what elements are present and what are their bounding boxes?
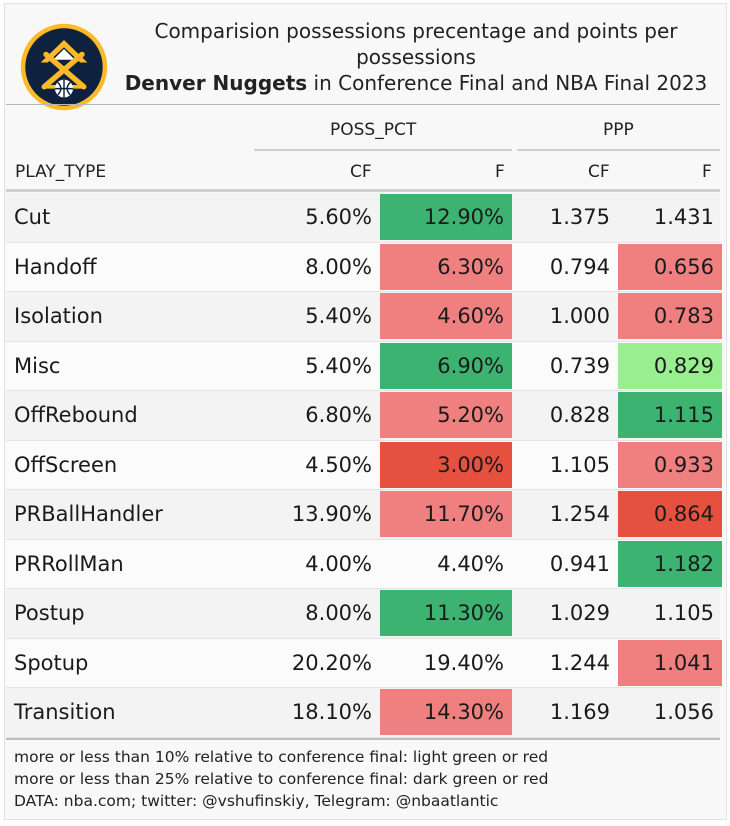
cell-ppp-f: 0.783 bbox=[618, 293, 722, 339]
denver-nuggets-logo-icon bbox=[20, 23, 108, 111]
table-row: Handoff 8.00% 6.30% 0.794 0.656 bbox=[6, 242, 722, 292]
col-header-ppp-cf: CF bbox=[588, 162, 610, 182]
cell-ppp-cf: 1.254 bbox=[549, 502, 610, 526]
cell-ppp-cf: 0.828 bbox=[549, 403, 610, 427]
table-row: Postup 8.00% 11.30% 1.029 1.105 bbox=[6, 589, 720, 639]
cell-ppp-f: 1.105 bbox=[653, 601, 714, 625]
cell-poss-f: 3.00% bbox=[380, 441, 512, 488]
cell-poss-f: 4.40% bbox=[437, 551, 504, 576]
cell-ppp-cf: 0.794 bbox=[549, 254, 610, 279]
cell-play-type: OffScreen bbox=[14, 452, 118, 477]
cell-poss-f: 19.40% bbox=[423, 650, 504, 675]
cell-poss-f: 6.90% bbox=[380, 342, 512, 389]
cell-play-type: Cut bbox=[14, 205, 51, 229]
cell-ppp-f: 1.115 bbox=[618, 392, 722, 438]
cell-poss-f: 11.70% bbox=[380, 491, 512, 537]
cell-ppp-f: 0.864 bbox=[618, 491, 722, 537]
title-line-2: Denver Nuggets in Conference Final and N… bbox=[109, 70, 723, 96]
cell-ppp-f: 1.041 bbox=[618, 639, 722, 686]
cell-ppp-f: 0.829 bbox=[618, 342, 722, 389]
cell-poss-cf: 18.10% bbox=[291, 700, 372, 724]
table-row: Cut 5.60% 12.90% 1.375 1.431 bbox=[6, 193, 720, 243]
cell-play-type: PRBallHandler bbox=[14, 502, 163, 526]
table-bottom-divider bbox=[6, 738, 720, 740]
title-line-1: Comparision possessions precentage and p… bbox=[154, 19, 678, 69]
header-divider bbox=[6, 189, 720, 192]
footnote-source: DATA: nba.com; twitter: @vshufinskiy, Te… bbox=[14, 792, 499, 810]
cell-poss-f: 6.30% bbox=[380, 243, 512, 290]
cell-poss-cf: 4.50% bbox=[305, 452, 372, 477]
cell-poss-f: 12.90% bbox=[380, 194, 512, 240]
table-row: Transition 18.10% 14.30% 1.169 1.056 bbox=[6, 688, 720, 738]
cell-play-type: OffRebound bbox=[14, 403, 138, 427]
cell-poss-cf: 5.40% bbox=[305, 304, 372, 328]
col-header-play-type: PLAY_TYPE bbox=[15, 162, 107, 182]
cell-ppp-cf: 1.169 bbox=[549, 700, 610, 724]
footnotes: more or less than 10% relative to confer… bbox=[14, 746, 548, 812]
cell-poss-cf: 6.80% bbox=[305, 403, 372, 427]
table-row: Spotup 20.20% 19.40% 1.244 1.041 bbox=[6, 638, 722, 688]
col-header-ppp-f: F bbox=[702, 162, 712, 182]
cell-play-type: Misc bbox=[14, 353, 61, 378]
cell-poss-cf: 8.00% bbox=[305, 254, 372, 279]
cell-play-type: Isolation bbox=[14, 304, 103, 328]
cell-poss-cf: 13.90% bbox=[291, 502, 372, 526]
data-table: Cut 5.60% 12.90% 1.375 1.431 Handoff 8.00% 6.30… bbox=[6, 193, 722, 738]
cell-ppp-cf: 1.105 bbox=[549, 452, 610, 477]
col-header-poss-cf: CF bbox=[350, 162, 372, 182]
cell-play-type: Transition bbox=[14, 700, 116, 724]
cell-ppp-f: 0.656 bbox=[618, 243, 722, 290]
table-row: Misc 5.40% 6.90% 0.739 0.829 bbox=[6, 341, 722, 391]
table-row: Isolation 5.40% 4.60% 1.000 0.783 bbox=[6, 292, 722, 342]
cell-play-type: PRRollMan bbox=[14, 551, 124, 576]
spanner-poss-pct: POSS_PCT bbox=[330, 120, 417, 140]
cell-ppp-f: 0.933 bbox=[618, 441, 722, 488]
footnote-light: more or less than 10% relative to confer… bbox=[14, 748, 549, 766]
spanner-line-ppp bbox=[517, 149, 720, 151]
cell-poss-cf: 5.40% bbox=[305, 353, 372, 378]
cell-ppp-f: 1.431 bbox=[653, 205, 714, 229]
cell-ppp-cf: 0.739 bbox=[549, 353, 610, 378]
cell-play-type: Postup bbox=[14, 601, 85, 625]
table-row: PRBallHandler 13.90% 11.70% 1.254 0.864 bbox=[6, 490, 722, 540]
cell-ppp-cf: 1.029 bbox=[549, 601, 610, 625]
title-divider bbox=[6, 104, 720, 105]
cell-ppp-f: 1.056 bbox=[653, 700, 714, 724]
table-row: OffRebound 6.80% 5.20% 0.828 1.115 bbox=[6, 391, 722, 441]
cell-ppp-cf: 1.375 bbox=[549, 205, 610, 229]
cell-poss-f: 4.60% bbox=[380, 293, 512, 339]
team-name: Denver Nuggets bbox=[124, 71, 308, 95]
table-row: PRRollMan 4.00% 4.40% 0.941 1.182 bbox=[6, 539, 722, 589]
cell-play-type: Handoff bbox=[14, 254, 97, 279]
cell-ppp-cf: 1.000 bbox=[549, 304, 610, 328]
footnote-dark: more or less than 25% relative to confer… bbox=[14, 770, 549, 788]
spanner-ppp: PPP bbox=[603, 120, 634, 140]
col-header-poss-f: F bbox=[495, 162, 505, 182]
cell-ppp-cf: 0.941 bbox=[549, 551, 610, 576]
title-line-2-rest: in Conference Final and NBA Final 2023 bbox=[307, 71, 708, 95]
cell-poss-cf: 8.00% bbox=[305, 601, 372, 625]
cell-poss-cf: 4.00% bbox=[305, 551, 372, 576]
cell-poss-cf: 5.60% bbox=[305, 205, 372, 229]
cell-play-type: Spotup bbox=[14, 650, 89, 675]
cell-ppp-f: 1.182 bbox=[618, 540, 722, 587]
spanner-line-poss-pct bbox=[254, 149, 512, 151]
cell-poss-cf: 20.20% bbox=[291, 650, 372, 675]
cell-poss-f: 14.30% bbox=[380, 689, 512, 735]
chart-title: Comparision possessions precentage and p… bbox=[109, 18, 723, 96]
cell-ppp-cf: 1.244 bbox=[549, 650, 610, 675]
cell-poss-f: 5.20% bbox=[380, 392, 512, 438]
table-row: OffScreen 4.50% 3.00% 1.105 0.933 bbox=[6, 440, 722, 490]
cell-poss-f: 11.30% bbox=[380, 590, 512, 636]
